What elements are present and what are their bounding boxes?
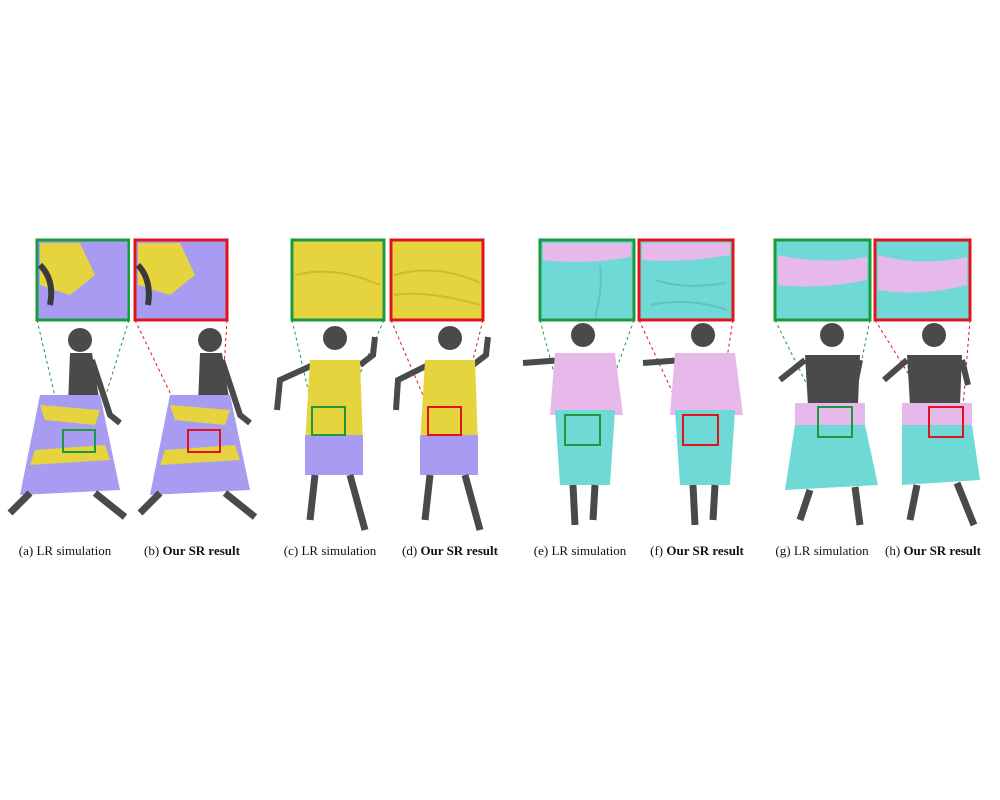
caption-text: Our SR result xyxy=(162,543,240,558)
caption-f: (f) Our SR result xyxy=(632,543,762,559)
render-h-sr xyxy=(872,235,1000,535)
render-c-lr xyxy=(265,235,390,535)
caption-text: Our SR result xyxy=(903,543,981,558)
render-g-lr xyxy=(760,235,880,535)
caption-a: (a) LR simulation xyxy=(0,543,130,559)
caption-prefix: (a) xyxy=(19,543,37,558)
caption-h: (h) Our SR result xyxy=(868,543,998,559)
render-a-lr xyxy=(0,235,130,535)
caption-b: (b) Our SR result xyxy=(127,543,257,559)
caption-text: Our SR result xyxy=(666,543,744,558)
caption-text: LR simulation xyxy=(794,543,869,558)
caption-text: LR simulation xyxy=(36,543,111,558)
render-b-sr xyxy=(130,235,260,535)
caption-prefix: (g) xyxy=(775,543,793,558)
caption-d: (d) Our SR result xyxy=(385,543,515,559)
caption-prefix: (c) xyxy=(284,543,302,558)
render-f-sr xyxy=(635,235,760,535)
caption-prefix: (e) xyxy=(534,543,552,558)
caption-c: (c) LR simulation xyxy=(265,543,395,559)
render-e-lr xyxy=(515,235,640,535)
caption-e: (e) LR simulation xyxy=(515,543,645,559)
caption-text: LR simulation xyxy=(301,543,376,558)
caption-prefix: (h) xyxy=(885,543,903,558)
caption-prefix: (f) xyxy=(650,543,666,558)
render-d-sr xyxy=(388,235,513,535)
caption-prefix: (d) xyxy=(402,543,420,558)
caption-prefix: (b) xyxy=(144,543,162,558)
caption-text: LR simulation xyxy=(551,543,626,558)
caption-text: Our SR result xyxy=(420,543,498,558)
